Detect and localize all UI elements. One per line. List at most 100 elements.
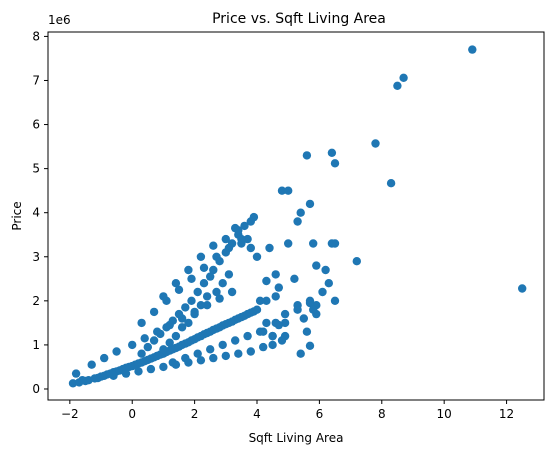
y-axis-ticks: 0 1 2 3 4 5 6 7 8 bbox=[32, 29, 48, 396]
data-point bbox=[277, 336, 287, 345]
x-tick-label: 0 bbox=[128, 407, 136, 421]
data-point bbox=[274, 283, 283, 292]
data-point bbox=[137, 349, 146, 358]
data-point bbox=[121, 369, 131, 378]
data-point bbox=[249, 212, 259, 222]
data-point bbox=[224, 270, 234, 279]
data-point bbox=[240, 221, 249, 231]
data-points bbox=[68, 45, 527, 388]
chart-title: Price vs. Sqft Living Area bbox=[212, 11, 386, 27]
data-point bbox=[296, 208, 305, 217]
data-point bbox=[265, 243, 274, 253]
data-point bbox=[87, 360, 96, 369]
data-point bbox=[184, 265, 193, 275]
data-point bbox=[268, 331, 277, 341]
data-point bbox=[137, 318, 146, 328]
data-point bbox=[255, 296, 265, 305]
data-point bbox=[218, 340, 227, 350]
data-point bbox=[231, 223, 240, 233]
data-point bbox=[259, 342, 268, 352]
data-point bbox=[271, 292, 280, 301]
x-tick-label: 2 bbox=[191, 407, 199, 421]
x-axis-label: Sqft Living Area bbox=[249, 431, 344, 445]
data-point bbox=[277, 186, 287, 195]
data-point bbox=[227, 287, 237, 297]
data-point bbox=[181, 303, 190, 312]
data-point bbox=[221, 351, 230, 361]
data-point bbox=[187, 274, 196, 283]
y-tick-label: 5 bbox=[32, 162, 40, 176]
data-point bbox=[371, 139, 380, 148]
data-point bbox=[280, 318, 290, 328]
data-point bbox=[206, 272, 215, 281]
data-point bbox=[252, 252, 262, 261]
data-point bbox=[234, 349, 243, 358]
data-point bbox=[184, 358, 193, 367]
y-tick-label: 0 bbox=[32, 382, 40, 396]
data-point bbox=[159, 292, 168, 301]
data-point bbox=[109, 371, 118, 380]
data-point bbox=[209, 265, 218, 275]
data-point bbox=[209, 353, 218, 363]
data-point bbox=[296, 349, 305, 358]
data-point bbox=[171, 360, 181, 369]
y-axis-label: Price bbox=[10, 201, 24, 230]
y-tick-label: 3 bbox=[32, 250, 40, 264]
data-point bbox=[156, 329, 165, 339]
data-point bbox=[215, 294, 224, 303]
data-point bbox=[302, 151, 312, 160]
data-point bbox=[318, 287, 327, 297]
data-point bbox=[193, 287, 202, 297]
data-point bbox=[246, 347, 255, 356]
data-point bbox=[330, 159, 340, 168]
plot-frame bbox=[47, 31, 545, 401]
data-point bbox=[309, 305, 318, 314]
data-point bbox=[262, 318, 271, 328]
data-point bbox=[221, 248, 230, 257]
data-point bbox=[159, 362, 168, 372]
data-point bbox=[171, 279, 181, 288]
data-point bbox=[274, 320, 283, 330]
data-point bbox=[259, 327, 268, 336]
data-point bbox=[68, 379, 78, 388]
data-point bbox=[293, 217, 302, 226]
data-point bbox=[327, 239, 337, 248]
data-point bbox=[199, 263, 209, 272]
data-point bbox=[302, 327, 312, 336]
data-point bbox=[246, 243, 255, 253]
x-tick-label: −2 bbox=[61, 407, 79, 421]
x-axis-ticks: −2 0 2 4 6 8 10 12 bbox=[61, 400, 514, 421]
data-point bbox=[284, 239, 293, 248]
data-point bbox=[324, 279, 333, 288]
y-tick-label: 4 bbox=[32, 206, 40, 220]
data-point bbox=[309, 239, 318, 248]
data-point bbox=[293, 301, 302, 310]
x-tick-label: 8 bbox=[378, 407, 386, 421]
data-point bbox=[140, 334, 149, 343]
data-point bbox=[290, 274, 299, 283]
data-point bbox=[187, 296, 196, 305]
data-point bbox=[221, 234, 230, 244]
data-point bbox=[299, 314, 308, 323]
data-point bbox=[190, 309, 199, 319]
data-point bbox=[159, 345, 168, 354]
data-point bbox=[202, 292, 212, 301]
data-point bbox=[321, 265, 330, 275]
data-point bbox=[262, 276, 271, 286]
data-point bbox=[134, 367, 143, 376]
x-tick-label: 6 bbox=[316, 407, 324, 421]
data-point bbox=[202, 301, 212, 310]
data-point bbox=[305, 199, 315, 209]
data-point bbox=[174, 285, 184, 294]
x-tick-label: 4 bbox=[253, 407, 261, 421]
data-point bbox=[227, 239, 237, 248]
data-point bbox=[305, 341, 315, 350]
data-point bbox=[312, 261, 321, 270]
data-point bbox=[174, 309, 184, 319]
data-point bbox=[93, 373, 103, 383]
y-tick-label: 6 bbox=[32, 118, 40, 132]
data-point bbox=[184, 318, 193, 328]
data-point bbox=[393, 81, 402, 91]
data-point bbox=[149, 307, 159, 317]
data-point bbox=[262, 296, 271, 305]
